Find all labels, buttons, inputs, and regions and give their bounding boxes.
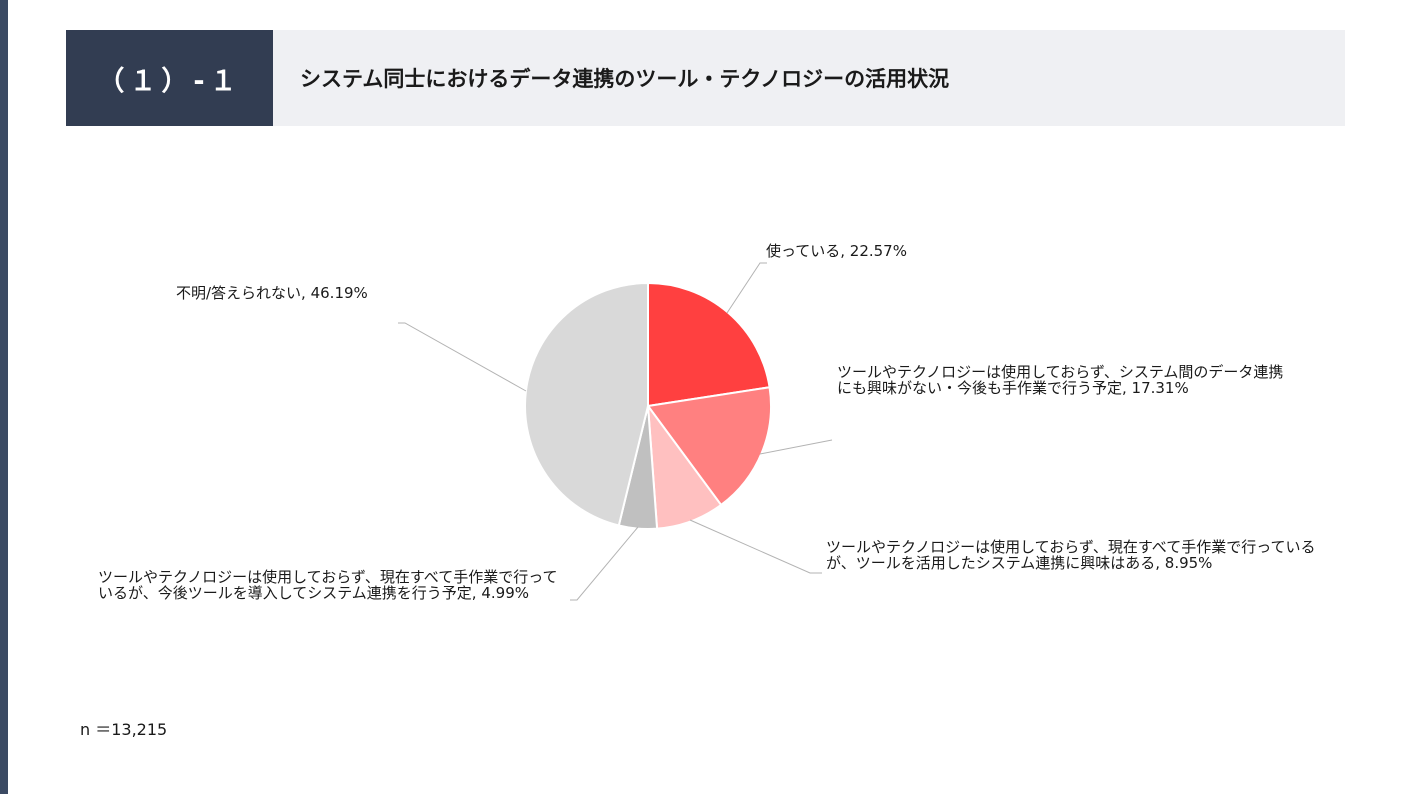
slice-label-plan-to-introduce: ツールやテクノロジーは使用しておらず、現在すべて手作業で行っているが、今後ツール… <box>98 568 558 602</box>
section-header: （１）-１ システム同士におけるデータ連携のツール・テクノロジーの活用状況 <box>66 30 1345 126</box>
leader-line <box>759 439 833 455</box>
slice-no-interest <box>646 386 772 507</box>
leader-line <box>689 519 822 574</box>
slice-label-interested: ツールやテクノロジーは使用しておらず、現在すべて手作業で行っているが、ツールを活… <box>826 538 1316 572</box>
left-accent-bar <box>0 0 8 794</box>
leader-line <box>570 526 639 601</box>
sample-size: n ＝13,215 <box>80 720 168 739</box>
leader-line <box>398 322 527 392</box>
section-number: （１）-１ <box>66 30 273 126</box>
slice-label-unknown: 不明/答えられない, 46.19% <box>176 284 368 302</box>
section-title: システム同士におけるデータ連携のツール・テクノロジーの活用状況 <box>300 67 950 91</box>
slice-unknown <box>524 281 649 527</box>
slice-label-using: 使っている, 22.57% <box>766 242 907 260</box>
slice-label-no-interest: ツールやテクノロジーは使用しておらず、システム間のデータ連携にも興味がない・今後… <box>837 363 1284 397</box>
leader-line <box>726 262 767 314</box>
slice-using <box>647 281 771 408</box>
